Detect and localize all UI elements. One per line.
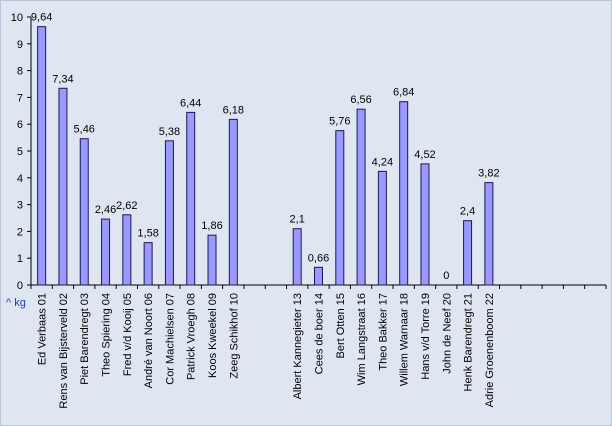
bar	[37, 26, 47, 286]
data-label: 6,18	[223, 104, 244, 116]
y-tick-label: 9	[17, 39, 23, 51]
x-tick-label: Theo Spiering 04	[101, 293, 113, 377]
bar	[164, 140, 174, 286]
x-tick-label: Koos Kweekel 09	[207, 293, 219, 378]
x-tick-label: John de Neef 20	[441, 293, 453, 374]
x-tick-label: Henk Barendregt 21	[463, 293, 475, 391]
x-tick-label: Adrie Groenenboom 22	[484, 293, 496, 407]
data-labels: 9,64 7,34 5,46 2,46 2,62 1,58 5,38 6,44 1,86 6,18…	[31, 12, 500, 282]
y-tick-label: 3	[17, 200, 23, 212]
bar	[79, 138, 89, 286]
data-label: 4,24	[372, 156, 393, 168]
data-label: 5,46	[74, 124, 95, 136]
data-label: 0,66	[308, 252, 329, 264]
y-tick-label: 2	[17, 226, 23, 238]
tick-labels: 0 1 2 3 4 5 6 7 8 9 10 Ed Verbaas 01 Rens van Bijste…	[11, 12, 496, 409]
bar	[314, 266, 323, 286]
data-label: 6,56	[350, 94, 371, 106]
bar	[143, 242, 153, 286]
data-label: 5,76	[329, 116, 350, 128]
x-tick-label: Rens van Bijsterveld 02	[58, 293, 70, 409]
axes	[27, 16, 607, 289]
x-tick-label: Bert Otten 15	[335, 293, 347, 358]
data-label: 6,44	[180, 97, 201, 109]
bar	[356, 108, 366, 286]
y-tick-label: 8	[17, 66, 23, 78]
data-label: 1,58	[137, 228, 158, 240]
bar	[101, 218, 111, 286]
y-tick-label: 4	[17, 173, 23, 185]
x-tick-label: Hans v/d Torre 19	[420, 293, 432, 380]
x-tick-label: Cor Machielsen 07	[164, 293, 176, 385]
bar	[335, 130, 345, 286]
y-tick-label: 1	[17, 253, 23, 265]
data-label: 0	[443, 270, 449, 282]
y-tick-label: 7	[17, 92, 23, 104]
bar	[420, 163, 430, 286]
data-label: 1,86	[201, 220, 222, 232]
data-label: 2,4	[460, 206, 475, 218]
data-label: 3,82	[478, 168, 499, 180]
data-label: 4,52	[414, 149, 435, 161]
x-tick-label: Ed Verbaas 01	[37, 293, 49, 365]
x-tick-label: Patrick Vroegh 08	[186, 293, 198, 380]
bar	[484, 182, 494, 286]
x-tick-label: Zeeg Schikhof 10	[228, 293, 240, 379]
bar	[207, 234, 217, 286]
y-tick-label: 5	[17, 146, 23, 158]
data-label: 7,34	[52, 73, 73, 85]
x-tick-label: Fred v/d Kooij 05	[122, 293, 134, 376]
unit-label: ^ kg	[6, 297, 26, 309]
data-label: 9,64	[31, 12, 52, 24]
data-label: 6,84	[393, 87, 414, 99]
bar	[377, 170, 387, 286]
x-tick-label: Theo Bakker 17	[377, 293, 389, 371]
bar	[463, 220, 473, 286]
data-label: 2,62	[116, 200, 137, 212]
y-tick-label: 10	[11, 12, 23, 24]
data-label: 2,46	[95, 204, 116, 216]
x-tick-label: Wim Langstraat 16	[356, 293, 368, 385]
data-label: 2,1	[290, 214, 305, 226]
x-tick-label: Cees de boer 14	[314, 293, 326, 374]
x-tick-label: Willem Warnaar 18	[399, 293, 411, 386]
bar	[399, 101, 409, 286]
bar	[186, 111, 196, 286]
y-tick-label: 6	[17, 119, 23, 131]
bar	[292, 228, 302, 286]
x-tick-label: Piet Barendregt 03	[79, 293, 91, 385]
data-label: 5,38	[159, 126, 180, 138]
x-tick-label: Albert Kannegieter 13	[292, 293, 304, 399]
x-tick-label: André van Noort 06	[143, 293, 155, 388]
bar	[58, 87, 68, 286]
bar	[122, 214, 132, 286]
bars	[37, 26, 494, 286]
y-tick-label: 0	[17, 280, 23, 292]
bar	[228, 118, 238, 286]
